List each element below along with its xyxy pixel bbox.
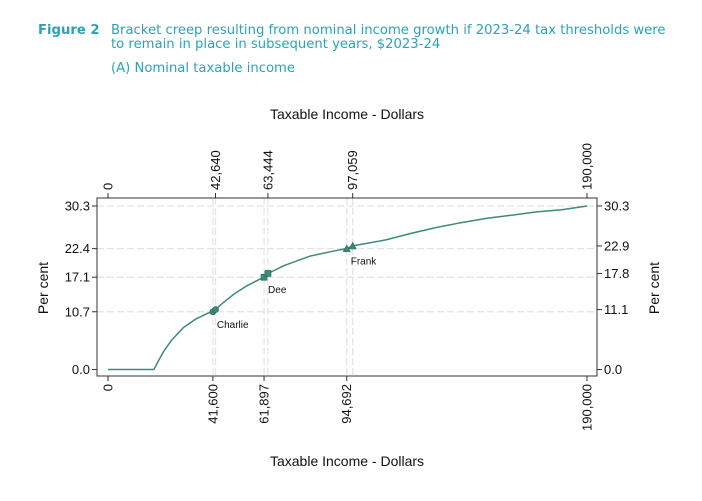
x-tick-label-bottom: 94,692: [339, 384, 354, 424]
marker-label-frank: Frank: [351, 257, 378, 268]
x-tick-label-bottom: 41,600: [205, 384, 220, 424]
y-tick-label-left: 0.0: [72, 362, 90, 377]
series-layer: [108, 205, 588, 371]
x-tick-label-top: 190,000: [580, 143, 595, 190]
x-axis-title-top: Taxable Income - Dollars: [270, 106, 424, 122]
x-axis-title-bottom: Taxable Income - Dollars: [270, 453, 424, 469]
y-axis-title-right: Per cent: [646, 262, 662, 314]
marker-layer: Charlie Dee Frank: [209, 241, 378, 331]
figure-subtitle: (A) Nominal taxable income: [111, 61, 296, 76]
marker-dee-to: [264, 270, 272, 277]
x-tick-label-bottom: 61,897: [257, 384, 272, 424]
marker-dee-from: [260, 273, 268, 281]
y-tick-label-right: 22.9: [604, 238, 629, 253]
x-tick-label-top: 42,640: [208, 150, 223, 190]
y-tick-label-left: 30.3: [65, 199, 90, 214]
y-axis-title-left: Per cent: [35, 262, 51, 314]
y-tick-label-right: 30.3: [604, 199, 629, 214]
y-tick-label-right: 17.8: [604, 266, 629, 281]
x-tick-label-bottom: 190,000: [580, 384, 595, 431]
axes-layer: 0.0 10.7 17.1 22.4 30.3 0.0 11.1 17.8 22.9 30.3 0 4…: [65, 143, 630, 431]
y-tick-label-left: 17.1: [65, 270, 90, 285]
figure-title: Bracket creep resulting from nominal inc…: [111, 23, 666, 52]
x-tick-label-bottom: 0: [101, 384, 116, 391]
y-tick-label-right: 11.1: [604, 302, 628, 317]
marker-label-dee: Dee: [268, 285, 287, 296]
x-tick-label-top: 63,444: [260, 150, 275, 190]
figure-label: Figure 2: [38, 23, 100, 38]
y-tick-label-right: 0.0: [604, 362, 622, 377]
marker-frank-to: [348, 241, 357, 250]
y-tick-label-left: 10.7: [65, 304, 90, 319]
marker-charlie-to: [212, 306, 219, 313]
series-line-0: [108, 205, 588, 371]
x-tick-label-top: 0: [101, 183, 116, 190]
grid-layer: [97, 198, 597, 376]
y-tick-label-left: 22.4: [65, 241, 90, 256]
marker-frank-from: [342, 244, 351, 252]
x-tick-label-top: 97,059: [345, 150, 360, 190]
marker-label-charlie: Charlie: [217, 320, 249, 331]
